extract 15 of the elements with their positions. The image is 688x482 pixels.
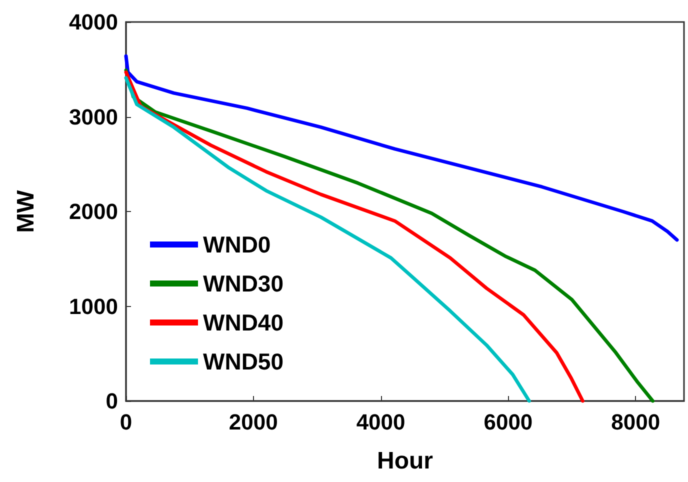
x-tick-label: 6000 [484, 410, 533, 434]
x-tick-label: 2000 [228, 410, 278, 434]
y-tick-label: 1000 [69, 294, 118, 319]
x-tick-label: 4000 [356, 410, 406, 434]
x-axis-title: Hour [377, 448, 433, 474]
y-tick-label: 0 [106, 388, 118, 414]
y-tick-label: 4000 [69, 10, 118, 34]
legend-label: WND0 [203, 232, 271, 258]
x-tick-label: 8000 [611, 410, 660, 434]
legend-label: WND50 [203, 348, 284, 374]
y-tick-label: 2000 [69, 199, 118, 224]
y-axis-title: MW [12, 190, 40, 233]
legend-label: WND40 [203, 310, 284, 336]
legend-label: WND30 [203, 270, 284, 296]
y-tick-label: 3000 [69, 104, 118, 130]
